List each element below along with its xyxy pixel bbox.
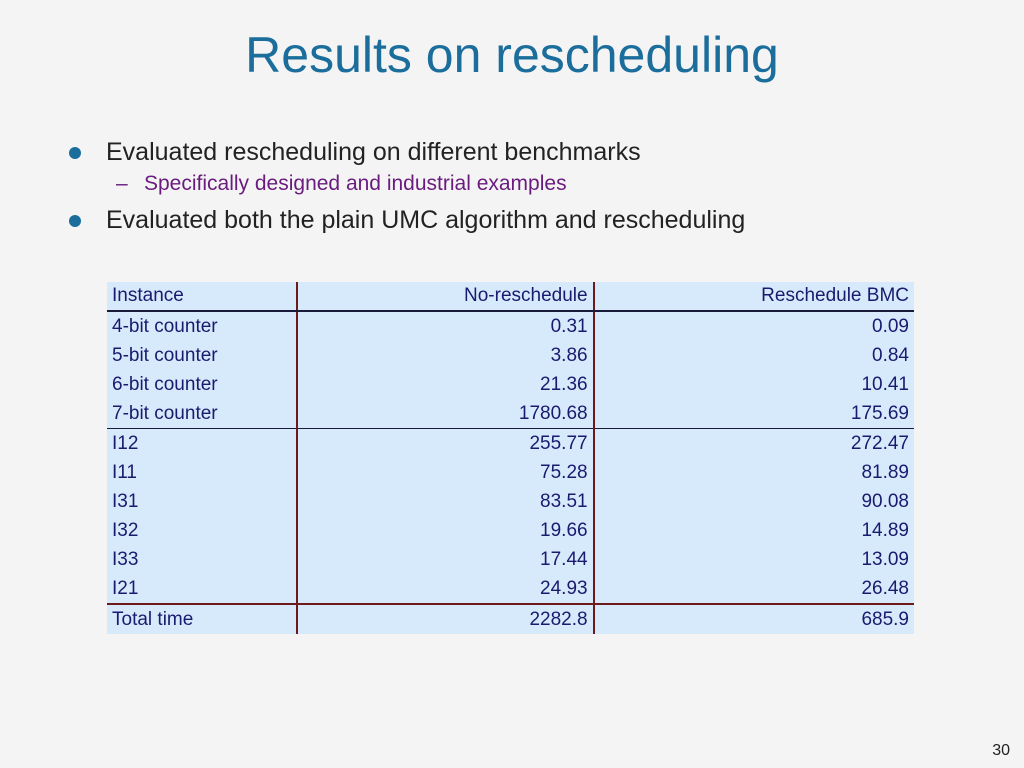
header-instance: Instance	[107, 282, 299, 312]
cell-instance: I32	[107, 516, 299, 545]
cell-instance: 7-bit counter	[107, 399, 299, 429]
bullet-text: Evaluated rescheduling on different benc…	[106, 138, 641, 166]
table-row: I31 83.51 90.08	[107, 487, 914, 516]
sub-bullet-dash: –	[116, 172, 128, 195]
table-row: I21 24.93 26.48	[107, 574, 914, 604]
table-row: I32 19.66 14.89	[107, 516, 914, 545]
cell-instance: I33	[107, 545, 299, 574]
bullet-list: Evaluated rescheduling on different benc…	[64, 136, 964, 236]
cell-reschedule-bmc: 90.08	[861, 490, 909, 512]
cell-reschedule-bmc: 13.09	[861, 548, 909, 570]
sub-bullet-text: Specifically designed and industrial exa…	[144, 172, 567, 195]
cell-instance: 5-bit counter	[107, 341, 299, 370]
table-row: 4-bit counter 0.31 0.09	[107, 311, 914, 341]
table-row: I33 17.44 13.09	[107, 545, 914, 574]
slide-title: Results on rescheduling	[245, 27, 779, 83]
cell-reschedule-bmc: 10.41	[861, 373, 909, 395]
header-no-reschedule: No-reschedule	[297, 282, 595, 312]
bullet-dot-icon	[69, 215, 81, 227]
cell-reschedule-bmc: 26.48	[861, 577, 909, 599]
cell-reschedule-bmc: 14.89	[861, 519, 909, 541]
cell-no-reschedule: 75.28	[297, 458, 595, 487]
cell-total-label: Total time	[107, 603, 299, 634]
cell-no-reschedule: 1780.68	[297, 399, 595, 429]
cell-reschedule-bmc: 81.89	[861, 461, 909, 483]
bullet-item: Evaluated both the plain UMC algorithm a…	[64, 204, 964, 236]
slide-number: 30	[992, 742, 1010, 759]
cell-instance: 4-bit counter	[107, 311, 299, 341]
bullet-item: Evaluated rescheduling on different benc…	[64, 136, 964, 168]
table-row: I12 255.77 272.47	[107, 428, 914, 458]
table-header-row: Instance No-reschedule Reschedule BMC	[107, 282, 914, 312]
cell-reschedule-bmc: 0.09	[872, 315, 909, 337]
table-row: I11 75.28 81.89	[107, 458, 914, 487]
cell-no-reschedule: 3.86	[297, 341, 595, 370]
header-reschedule-bmc: Reschedule BMC	[593, 282, 914, 312]
cell-reschedule-bmc: 0.84	[872, 344, 909, 366]
cell-no-reschedule: 17.44	[297, 545, 595, 574]
cell-instance: I11	[107, 458, 299, 487]
table-row: 5-bit counter 3.86 0.84	[107, 341, 914, 370]
cell-total-reschedule-bmc: 685.9	[593, 603, 914, 634]
bullet-dot-icon	[69, 147, 81, 159]
cell-no-reschedule: 255.77	[297, 428, 595, 458]
results-table: Instance No-reschedule Reschedule BMC 4-…	[107, 282, 914, 634]
cell-no-reschedule: 19.66	[297, 516, 595, 545]
table-total-row: Total time 2282.8 685.9	[107, 603, 914, 634]
table-row: 6-bit counter 21.36 10.41	[107, 370, 914, 399]
cell-no-reschedule: 83.51	[297, 487, 595, 516]
bullet-text: Evaluated both the plain UMC algorithm a…	[106, 206, 746, 234]
cell-no-reschedule: 0.31	[297, 311, 595, 341]
table-row: 7-bit counter 1780.68 175.69	[107, 399, 914, 429]
sub-bullet-item: – Specifically designed and industrial e…	[64, 168, 964, 200]
cell-instance: I12	[107, 428, 299, 458]
cell-total-no-reschedule: 2282.8	[297, 603, 595, 634]
cell-reschedule-bmc: 175.69	[850, 402, 909, 424]
cell-instance: I31	[107, 487, 299, 516]
cell-instance: 6-bit counter	[107, 370, 299, 399]
cell-instance: I21	[107, 574, 299, 604]
cell-no-reschedule: 21.36	[297, 370, 595, 399]
cell-reschedule-bmc: 272.47	[593, 428, 914, 458]
cell-no-reschedule: 24.93	[297, 574, 595, 604]
